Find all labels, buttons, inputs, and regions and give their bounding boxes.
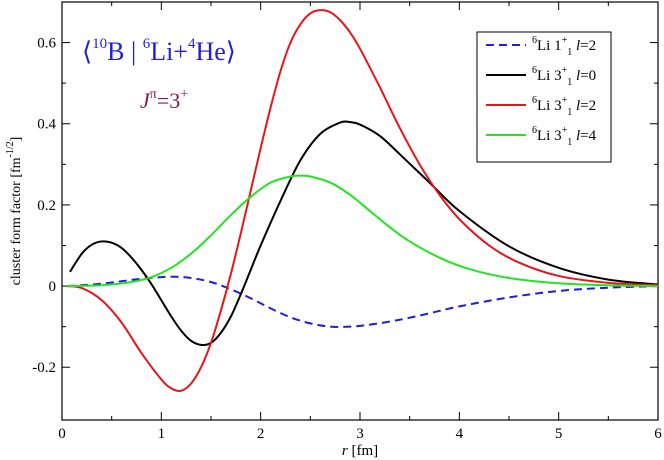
y-axis-label-sup: -1/2 <box>5 141 16 157</box>
x-tick-label: 5 <box>555 426 563 442</box>
x-tick-label: 4 <box>456 426 464 442</box>
y-tick-label: 0.6 <box>37 36 56 52</box>
title-he: He⟩ <box>195 37 235 66</box>
x-tick-label: 2 <box>257 426 265 442</box>
title-li: Li+ <box>150 37 188 66</box>
series-group <box>66 9 658 393</box>
y-tick-label: -0.2 <box>32 360 56 376</box>
x-tick-label: 6 <box>654 426 662 442</box>
legend-label-0: 6Li 1+1 l=2 <box>532 35 596 58</box>
x-axis-label-unit: [fm] <box>348 443 378 459</box>
series-line-1 <box>69 120 658 347</box>
y-tick-label: 0 <box>49 279 57 295</box>
title-sup-10: 10 <box>92 36 107 52</box>
x-axis-label-var: r <box>342 443 348 459</box>
subtitle-j: J <box>140 88 151 113</box>
legend: 6Li 1+1 l=2 6Li 3+1 l=0 6Li 3+1 l=2 6Li 3+1… <box>476 31 612 163</box>
title-b: B | <box>107 37 143 66</box>
y-tick-label: 0.2 <box>37 198 56 214</box>
x-axis-label: r [fm] <box>342 443 378 459</box>
y-tick-label: 0.4 <box>37 117 56 133</box>
subtitle-eq: =3 <box>157 88 180 113</box>
chart-title: ⟨10B | 6Li+4He⟩ <box>82 36 236 66</box>
chart-subtitle: Jπ=3+ <box>140 87 188 113</box>
title-sup-6: 6 <box>143 36 151 52</box>
series-line-2 <box>66 9 658 393</box>
legend-label-1: 6Li 3+1 l=0 <box>532 65 596 88</box>
subtitle-plus: + <box>180 87 188 102</box>
x-tick-label: 0 <box>58 426 66 442</box>
x-tick-label: 3 <box>356 426 364 442</box>
title-sup-4: 4 <box>188 36 196 52</box>
x-tick-label: 1 <box>158 426 166 442</box>
subtitle-pi: π <box>150 87 157 102</box>
series-line-0 <box>66 275 658 328</box>
legend-label-2: 6Li 3+1 l=2 <box>532 95 596 118</box>
legend-box <box>476 31 612 163</box>
y-axis-label-text: cluster form factor [fm <box>9 157 24 285</box>
legend-label-3: 6Li 3+1 l=4 <box>532 125 597 148</box>
y-axis-label: cluster form factor [fm-1/2] <box>5 137 24 286</box>
title-open: ⟨ <box>82 37 92 66</box>
y-axis: -0.2 0 0.2 0.4 0.6 <box>32 36 658 376</box>
y-axis-label-close: ] <box>9 137 24 142</box>
series-line-3 <box>66 174 658 288</box>
x-axis: 0 1 2 3 4 5 6 <box>58 2 662 442</box>
